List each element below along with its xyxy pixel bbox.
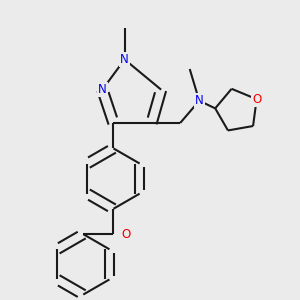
Text: N: N: [120, 53, 129, 66]
Text: O: O: [121, 228, 130, 241]
Text: O: O: [252, 93, 261, 106]
Text: N: N: [98, 83, 107, 96]
Text: N: N: [195, 94, 204, 107]
